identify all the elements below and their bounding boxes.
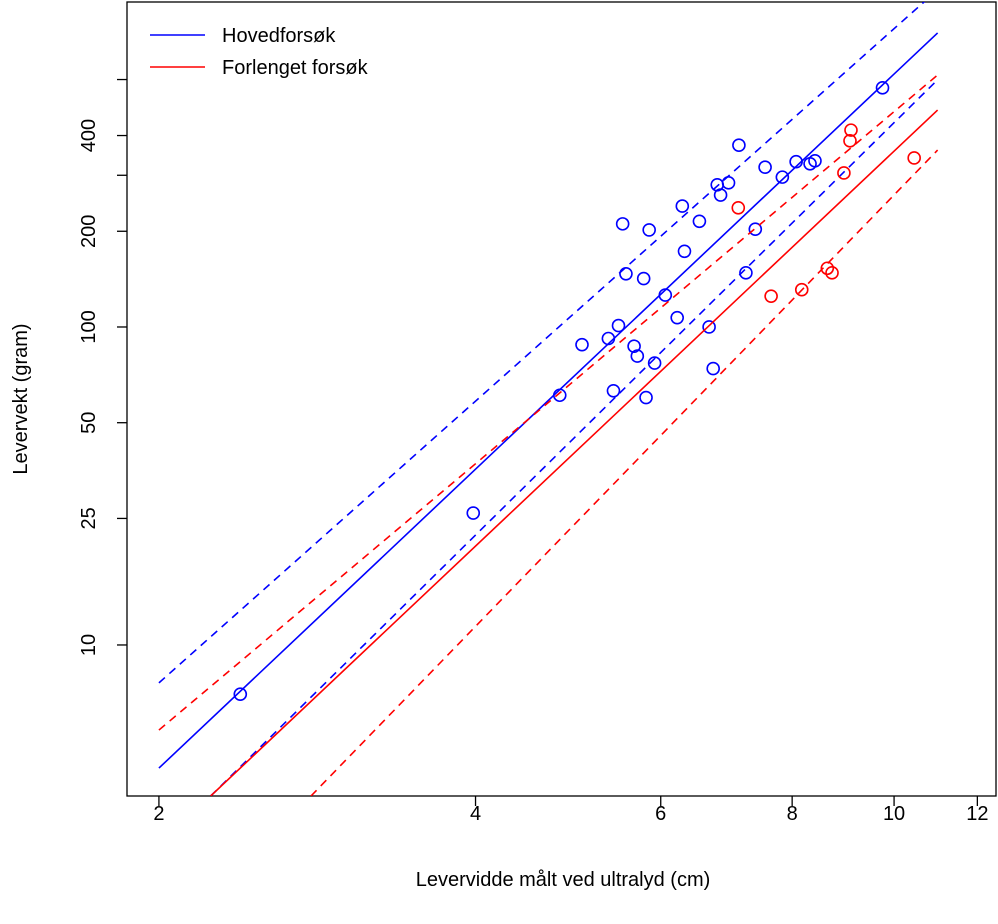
point xyxy=(808,154,822,168)
point xyxy=(630,349,645,363)
x-axis-title: Levervidde målt ved ultralyd (cm) xyxy=(416,869,711,891)
confidence-line xyxy=(310,149,939,796)
point xyxy=(575,337,589,352)
point xyxy=(658,288,673,302)
y-tick-label: 100 xyxy=(78,310,100,343)
point xyxy=(843,134,857,148)
point xyxy=(677,244,692,259)
point xyxy=(907,151,921,165)
x-tick-label: 2 xyxy=(153,803,164,825)
point xyxy=(552,388,567,403)
point xyxy=(611,318,626,333)
x-tick-label: 8 xyxy=(787,803,798,825)
confidence-line xyxy=(210,79,939,796)
point xyxy=(731,201,746,215)
x-tick-label: 10 xyxy=(883,803,905,825)
point xyxy=(627,339,641,354)
point xyxy=(692,214,707,229)
point xyxy=(647,356,662,370)
point xyxy=(233,687,248,702)
point xyxy=(606,383,621,398)
confidence-line xyxy=(158,74,939,731)
point xyxy=(675,199,690,213)
point xyxy=(820,261,835,276)
legend-label: Forlenget forsøk xyxy=(222,57,369,79)
y-tick-label: 50 xyxy=(78,412,100,434)
x-tick-label: 4 xyxy=(470,803,481,825)
point xyxy=(764,289,778,303)
point xyxy=(758,160,772,175)
legend-label: Hovedforsøk xyxy=(222,25,336,47)
point xyxy=(619,266,633,281)
point xyxy=(794,282,809,297)
point xyxy=(601,331,616,346)
y-tick-label: 25 xyxy=(78,507,100,529)
point xyxy=(615,217,630,231)
point xyxy=(670,310,684,325)
point xyxy=(702,320,716,334)
plot-frame xyxy=(126,1,997,797)
fit-line xyxy=(210,109,939,796)
y-tick-label: 200 xyxy=(78,215,100,248)
point xyxy=(732,138,746,152)
confidence-line xyxy=(158,2,926,684)
point xyxy=(706,361,720,376)
plot-area xyxy=(158,2,939,796)
point xyxy=(636,271,651,286)
point xyxy=(466,506,481,520)
y-axis-title: Levervekt (gram) xyxy=(10,323,32,474)
point xyxy=(775,170,790,184)
point xyxy=(825,266,839,280)
point xyxy=(789,154,803,169)
y-tick-label: 10 xyxy=(78,634,100,656)
fit-line xyxy=(158,32,939,769)
y-tick-label: 400 xyxy=(78,119,100,152)
point xyxy=(748,222,763,237)
x-tick-label: 6 xyxy=(655,803,666,825)
point xyxy=(642,223,656,237)
point xyxy=(837,166,851,180)
point xyxy=(721,176,736,190)
point xyxy=(844,123,858,137)
x-tick-label: 12 xyxy=(966,803,988,825)
point xyxy=(739,266,753,280)
point xyxy=(713,188,728,202)
point xyxy=(875,81,890,95)
point xyxy=(639,390,653,405)
